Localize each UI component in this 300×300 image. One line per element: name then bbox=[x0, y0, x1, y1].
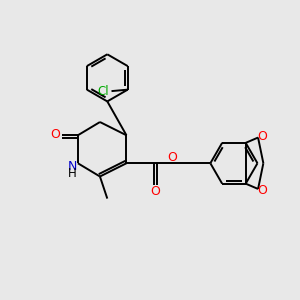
Text: O: O bbox=[257, 184, 267, 197]
Text: H: H bbox=[68, 167, 76, 180]
Text: O: O bbox=[50, 128, 60, 141]
Text: O: O bbox=[167, 151, 177, 164]
Text: N: N bbox=[67, 160, 77, 173]
Text: O: O bbox=[150, 185, 160, 198]
Text: O: O bbox=[257, 130, 267, 142]
Text: Cl: Cl bbox=[98, 85, 109, 98]
